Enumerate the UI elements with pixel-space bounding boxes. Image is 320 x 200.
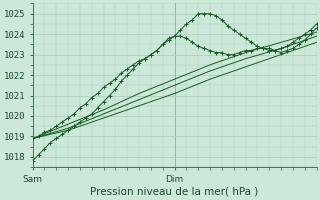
X-axis label: Pression niveau de la mer( hPa ): Pression niveau de la mer( hPa )	[91, 187, 259, 197]
